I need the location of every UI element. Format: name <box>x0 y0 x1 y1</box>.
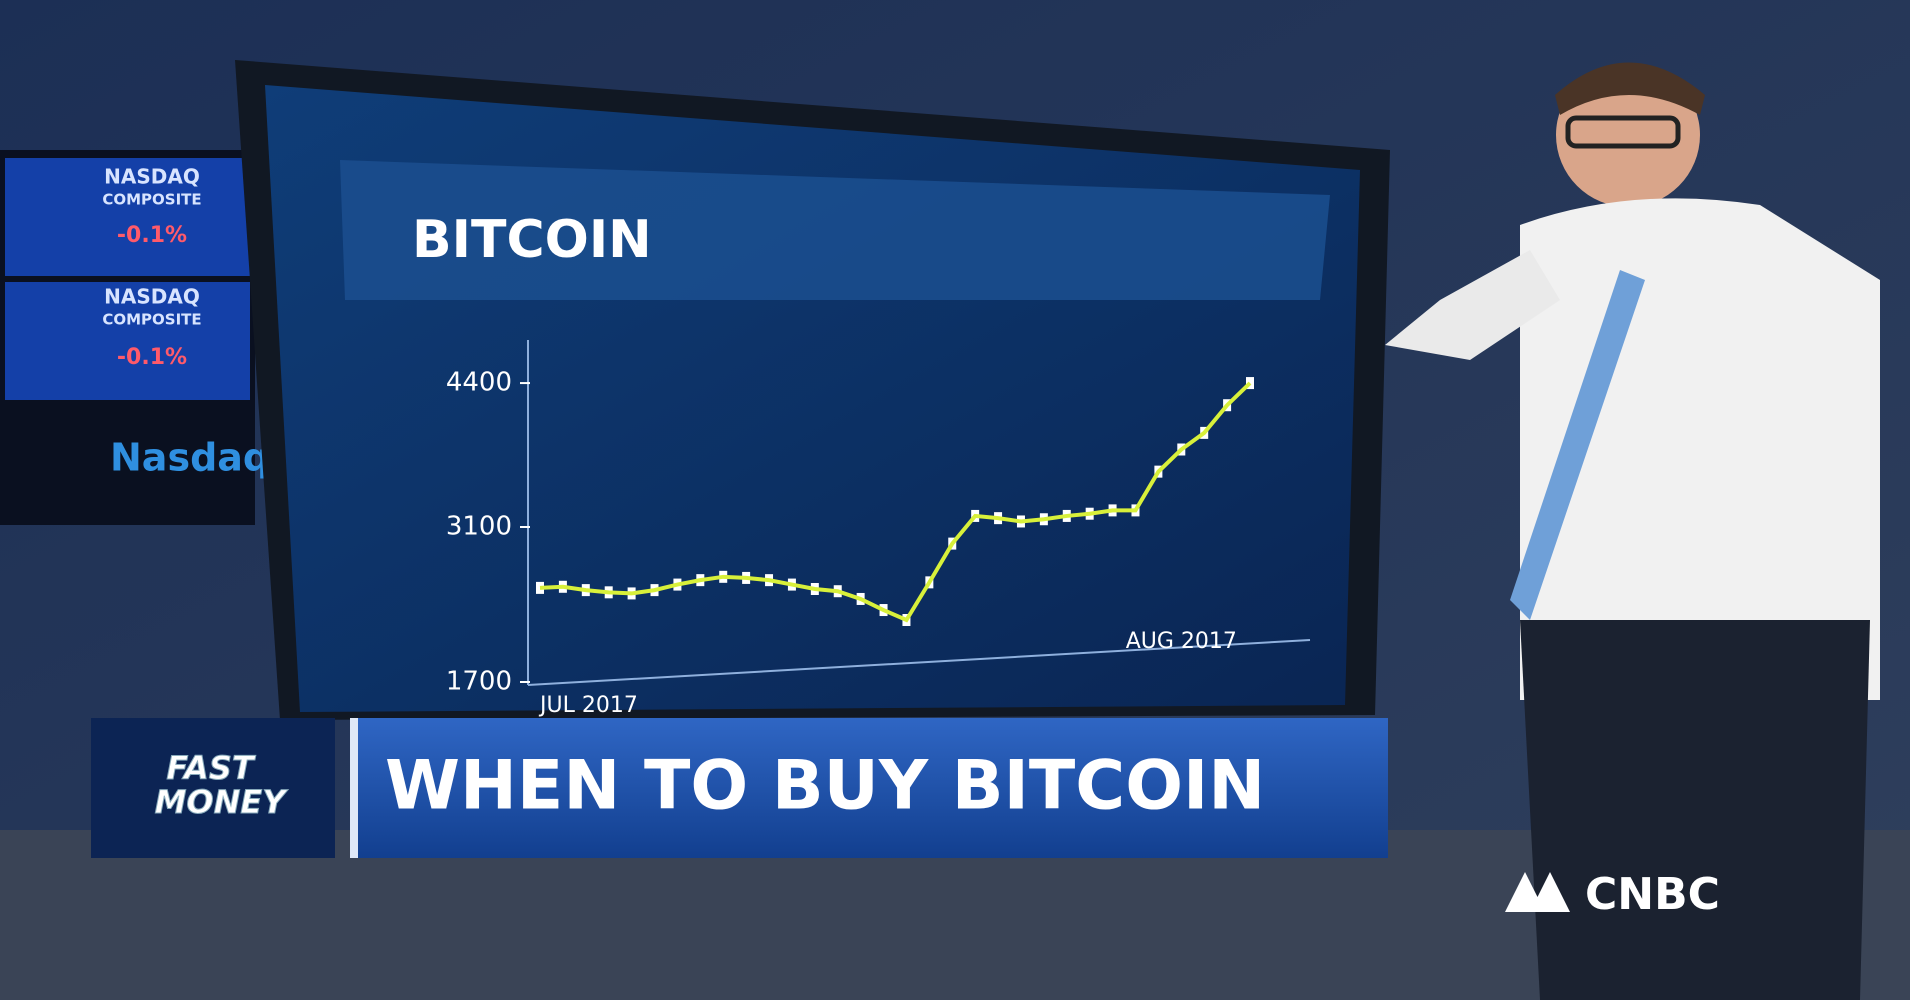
y-tick-label: 4400 <box>446 368 512 398</box>
x-tick-label: JUL 2017 <box>538 693 638 718</box>
ticker-sub: COMPOSITE <box>102 191 201 209</box>
presenter-arm <box>1385 250 1560 360</box>
ticker-change: -0.1% <box>117 345 187 370</box>
presenter-glasses <box>1565 115 1681 149</box>
trend-line <box>539 381 1252 623</box>
headline-banner <box>350 718 1388 858</box>
ticker-sub: COMPOSITE <box>102 311 201 329</box>
presenter-tie <box>1510 270 1645 620</box>
y-tick-label: 1700 <box>446 667 512 697</box>
ticker-name: NASDAQ <box>104 285 200 309</box>
ticker-panel <box>5 282 250 400</box>
x-axis <box>527 639 1311 686</box>
presenter-hair <box>1555 62 1705 115</box>
ticker-panel <box>5 158 250 276</box>
peacock-icon <box>1505 872 1570 912</box>
nasdaq-logo: Nasdaq <box>110 436 270 480</box>
chart-title: BITCOIN <box>412 210 652 270</box>
network-logo: CNBC <box>1585 869 1720 920</box>
y-tick-label: 3100 <box>446 512 512 542</box>
x-tick-label: AUG 2017 <box>1126 629 1237 654</box>
title-panel <box>340 160 1330 300</box>
show-name: MONEY <box>155 783 289 821</box>
show-name: FAST <box>166 749 256 787</box>
ticker-change: -0.1% <box>117 223 187 248</box>
show-logo <box>91 718 335 858</box>
headline: WHEN TO BUY BITCOIN <box>385 747 1265 826</box>
ticker-name: NASDAQ <box>104 165 200 189</box>
banner-edge <box>350 718 358 858</box>
presenter-trousers <box>1520 620 1870 1000</box>
plot: 1700 3100 4400 JUL 2017 AUG 2017 <box>446 368 1254 718</box>
